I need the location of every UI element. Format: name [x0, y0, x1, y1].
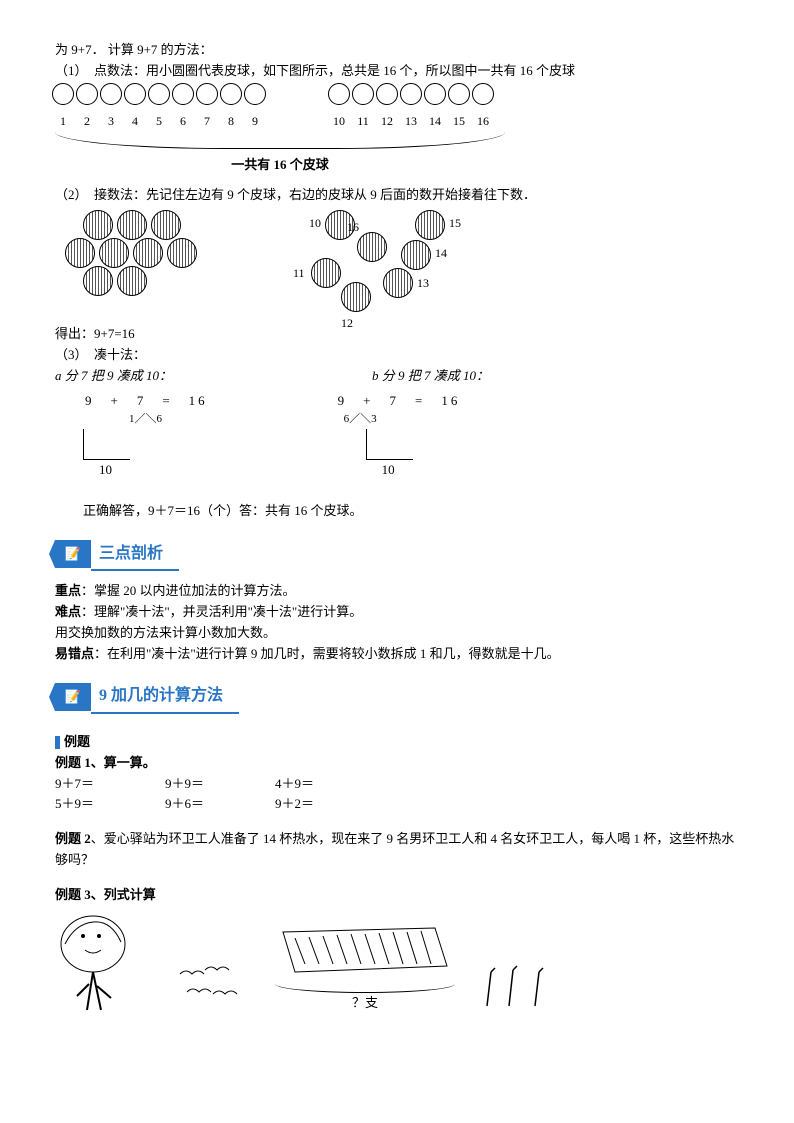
- brace: [55, 132, 505, 149]
- point-3: 用交换加数的方法来计算小数加大数。: [55, 623, 739, 644]
- examples-heading: 例题: [55, 732, 739, 753]
- method2-text: （2） 接数法：先记住左边有 9 个皮球，右边的皮球从 9 后面的数开始接着往下…: [55, 185, 739, 206]
- ex3-figures: ？支: [55, 914, 739, 1014]
- point-1: 重点重点：掌握 20 以内进位加法的计算方法。：掌握 20 以内进位加法的计算方…: [55, 581, 739, 602]
- tree-icon: [55, 914, 145, 1014]
- circle-row: [51, 82, 739, 113]
- ex1-title: 例题 1、算一算。: [55, 753, 739, 774]
- brace-label: 一共有 16 个皮球: [55, 155, 505, 176]
- answer: 正确解答，9＋7＝16（个）答：共有 16 个皮球。: [83, 501, 739, 522]
- m3b: b 分 9 把 7 凑成 10：: [372, 366, 489, 387]
- right-cluster: 10 15 16 14 11 13 12: [285, 210, 515, 320]
- left-cluster: [55, 210, 235, 320]
- result: 得出：9+7=16: [55, 324, 739, 345]
- make-ten-diagrams: 9 + 7 = 16 1／＼6 10 9 + 7 = 16 6／＼3 10: [55, 391, 739, 481]
- banner-analysis: 📝 三点剖析: [55, 538, 179, 572]
- ex2: 例题 2、爱心驿站为环卫工人准备了 14 杯热水，现在来了 9 名男环卫工人和 …: [55, 829, 739, 871]
- method3-text: （3） 凑十法：: [55, 345, 739, 366]
- method1-text: （1） 点数法：用小圆圈代表皮球，如下图所示，总共是 16 个，所以图中一共有 …: [55, 61, 739, 82]
- intro-text: 为 9+7． 计算 9+7 的方法：: [55, 40, 739, 61]
- note-icon: 📝: [55, 540, 91, 568]
- point-4: 易错点：在利用"凑十法"进行计算 9 加几时，需要将较小数拆成 1 和几，得数就…: [55, 644, 739, 665]
- note-icon: 📝: [55, 683, 91, 711]
- banner-method: 📝 9 加几的计算方法: [55, 680, 239, 714]
- box-pens-icon: [275, 920, 455, 980]
- point-2: 难点：理解"凑十法"，并灵活利用"凑十法"进行计算。: [55, 602, 739, 623]
- calc-grid: 9＋7＝9＋9＝4＋9＝ 5＋9＝9＋6＝9＋2＝: [55, 774, 739, 816]
- m3a: a 分 7 把 9 凑成 10：: [55, 366, 172, 387]
- pens-icon: [485, 964, 565, 1014]
- birds-icon: [175, 964, 245, 1014]
- ex3-title: 例题 3、列式计算: [55, 885, 739, 906]
